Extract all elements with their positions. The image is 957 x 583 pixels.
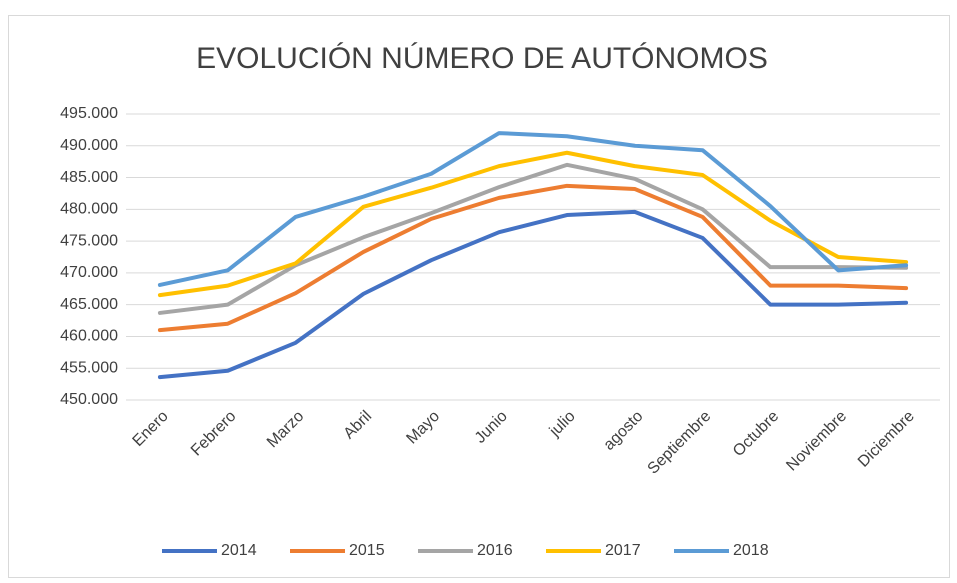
y-tick-label: 465.000 [60,296,118,313]
y-tick-label: 460.000 [60,328,118,345]
y-tick-label: 485.000 [60,169,118,186]
y-tick-label: 470.000 [60,264,118,281]
series-line [157,209,909,380]
y-tick-label: 475.000 [60,232,118,249]
legend-label: 2015 [349,542,385,559]
legend-label: 2017 [605,542,641,559]
y-tick-label: 455.000 [60,359,118,376]
chart-border [8,15,950,578]
legend-label: 2016 [477,542,513,559]
y-tick-label: 495.000 [60,105,118,122]
y-tick-label: 450.000 [60,391,118,408]
y-tick-label: 490.000 [60,137,118,154]
y-tick-label: 480.000 [60,201,118,218]
series-line [157,162,909,315]
legend-label: 2014 [221,542,257,559]
series-line [157,183,909,333]
legend-label: 2018 [733,542,769,559]
series-line [157,131,909,287]
series-line [157,150,909,298]
chart-title: EVOLUCIÓN NÚMERO DE AUTÓNOMOS [196,42,768,75]
